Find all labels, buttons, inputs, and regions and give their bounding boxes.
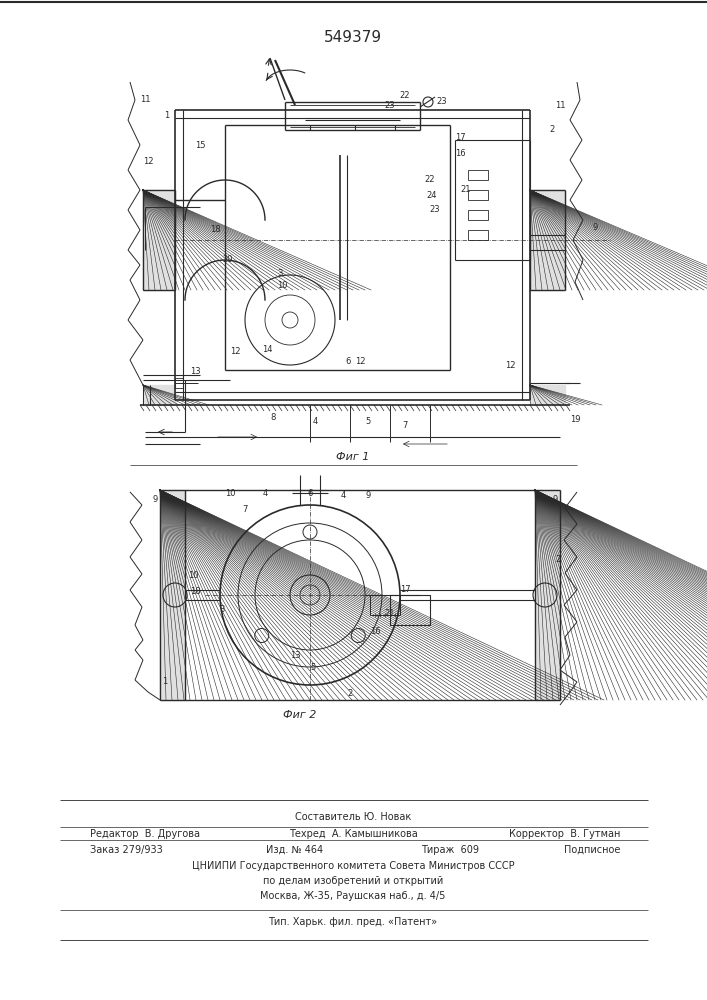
Text: 15: 15	[194, 140, 205, 149]
Text: 19: 19	[570, 416, 580, 424]
Text: 16: 16	[455, 148, 465, 157]
Text: ЦНИИПИ Государственного комитета Совета Министров СССР: ЦНИИПИ Государственного комитета Совета …	[192, 861, 514, 871]
Text: Тип. Харьк. фил. пред. «Патент»: Тип. Харьк. фил. пред. «Патент»	[269, 917, 438, 927]
Text: 23: 23	[430, 206, 440, 215]
Text: 9: 9	[592, 223, 597, 232]
Text: 12: 12	[230, 348, 240, 357]
Text: 24: 24	[427, 190, 437, 200]
Text: Фиг 1: Фиг 1	[337, 452, 370, 462]
Bar	[370, 595, 400, 615]
Text: 22: 22	[399, 91, 410, 100]
Text: Изд. № 464: Изд. № 464	[267, 845, 324, 855]
Text: 11: 11	[140, 96, 151, 104]
Text: Подписное: Подписное	[563, 845, 620, 855]
Polygon shape	[143, 190, 175, 290]
Bar	[468, 170, 488, 180]
Text: 4: 4	[262, 488, 268, 497]
Text: 12: 12	[143, 157, 153, 166]
Bar	[530, 385, 565, 405]
Text: 9: 9	[552, 495, 558, 504]
Bar	[390, 595, 430, 625]
Bar	[468, 230, 488, 240]
Text: 3: 3	[277, 269, 283, 278]
Bar	[468, 190, 488, 200]
Text: 7: 7	[243, 506, 247, 514]
Text: 7: 7	[402, 422, 408, 430]
Text: по делам изобретений и открытий: по делам изобретений и открытий	[263, 876, 443, 886]
Text: 22: 22	[425, 176, 436, 184]
Text: Тираж  609: Тираж 609	[421, 845, 479, 855]
Text: Фиг 2: Фиг 2	[284, 710, 317, 720]
Polygon shape	[160, 490, 185, 700]
Text: 5: 5	[310, 662, 315, 672]
Text: 12: 12	[505, 360, 515, 369]
Text: Москва, Ж-35, Раушская наб., д. 4/5: Москва, Ж-35, Раушская наб., д. 4/5	[260, 891, 445, 901]
Text: 10: 10	[225, 488, 235, 497]
Text: 23: 23	[385, 101, 395, 109]
Text: 18: 18	[189, 587, 200, 596]
Text: 14: 14	[262, 346, 272, 355]
Text: 23: 23	[437, 98, 448, 106]
Text: 17: 17	[399, 585, 410, 594]
Text: Корректор  В. Гутман: Корректор В. Гутман	[508, 829, 620, 839]
Text: 10: 10	[188, 570, 198, 580]
Polygon shape	[143, 385, 175, 405]
Bar	[143, 385, 175, 405]
Bar	[143, 190, 175, 290]
Text: 9: 9	[366, 490, 370, 499]
Text: 2: 2	[549, 125, 554, 134]
Text: 21: 21	[385, 608, 395, 617]
Text: 9: 9	[153, 495, 158, 504]
Polygon shape	[535, 490, 560, 700]
Text: 4: 4	[312, 418, 317, 426]
Text: Заказ 279/933: Заказ 279/933	[90, 845, 163, 855]
Bar	[530, 190, 565, 290]
Text: 4: 4	[340, 490, 346, 499]
Bar	[160, 490, 185, 700]
Text: 6: 6	[308, 488, 312, 497]
Text: 2: 2	[347, 688, 353, 698]
Text: 6: 6	[345, 358, 351, 366]
Text: 3: 3	[219, 605, 225, 614]
Text: 18: 18	[210, 226, 221, 234]
Text: 13: 13	[290, 650, 300, 660]
Polygon shape	[530, 385, 565, 405]
Text: 5: 5	[366, 418, 370, 426]
Text: 549379: 549379	[324, 29, 382, 44]
Text: 2: 2	[556, 556, 561, 564]
Text: 11: 11	[555, 101, 566, 109]
Text: 16: 16	[370, 628, 380, 637]
Bar	[468, 210, 488, 220]
Bar	[535, 490, 560, 700]
Text: Техред  А. Камышникова: Техред А. Камышникова	[288, 829, 417, 839]
Text: 10: 10	[276, 282, 287, 290]
Text: Составитель Ю. Новак: Составитель Ю. Новак	[295, 812, 411, 822]
Text: 20: 20	[223, 255, 233, 264]
Text: 1: 1	[164, 110, 170, 119]
Text: 12: 12	[355, 358, 366, 366]
Text: 1: 1	[163, 678, 168, 686]
Text: 21: 21	[461, 186, 472, 194]
Text: 13: 13	[189, 367, 200, 376]
Text: 8: 8	[270, 412, 276, 422]
Text: Редактор  В. Другова: Редактор В. Другова	[90, 829, 200, 839]
Text: 17: 17	[455, 133, 465, 142]
Bar	[175, 378, 183, 388]
Polygon shape	[530, 190, 565, 290]
